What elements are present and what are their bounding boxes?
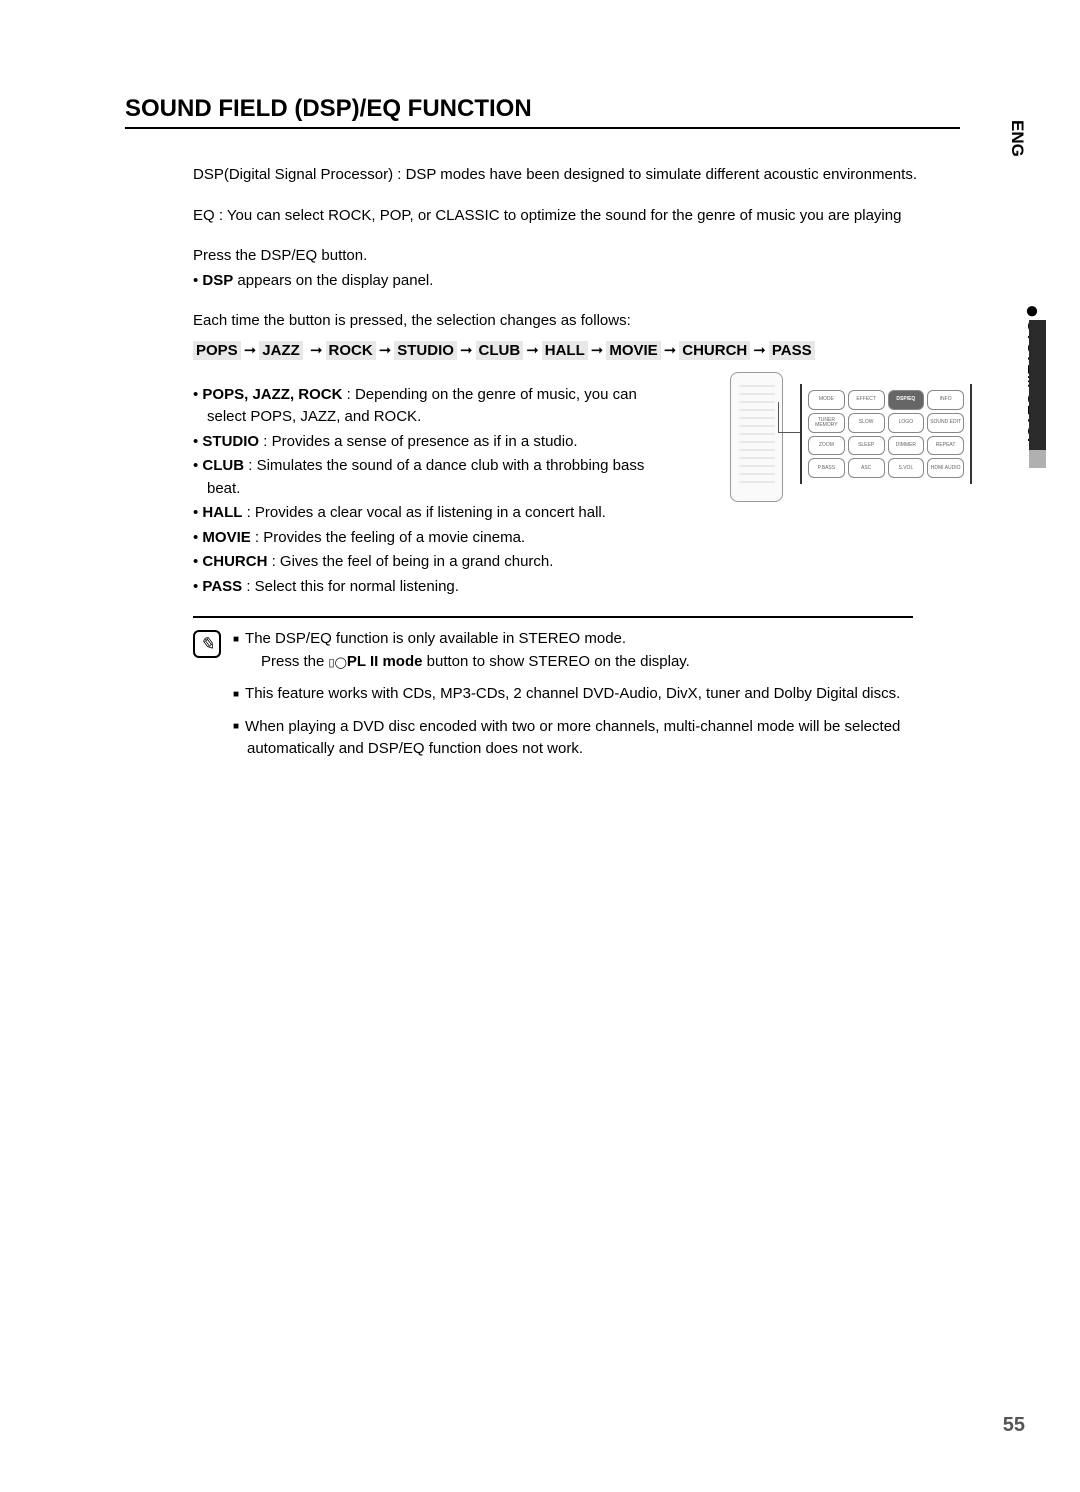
intro-dsp: DSP(Digital Signal Processor) : DSP mode…	[193, 164, 960, 187]
note-item: ■This feature works with CDs, MP3-CDs, 2…	[233, 683, 960, 706]
mode-item: • CHURCH : Gives the feel of being in a …	[193, 551, 673, 574]
press-instruction: Press the DSP/EQ button.	[193, 245, 960, 268]
mode-item: • MOVIE : Provides the feeling of a movi…	[193, 527, 673, 550]
note-item: ■When playing a DVD disc encoded with tw…	[233, 716, 960, 761]
note-icon: ✎	[193, 630, 221, 658]
panel-btn: ASC	[848, 458, 885, 478]
mode-item: • PASS : Select this for normal listenin…	[193, 576, 673, 599]
panel-btn: SOUND EDIT	[927, 413, 964, 433]
mode-item: • STUDIO : Provides a sense of presence …	[193, 431, 673, 454]
remote-diagram: MODE EFFECT DSP/EQ INFO TUNER MEMORY SLO…	[730, 372, 970, 502]
panel-btn: P.BASS	[808, 458, 845, 478]
remote-outline	[730, 372, 783, 502]
mode-item: • POPS, JAZZ, ROCK : Depending on the ge…	[193, 384, 673, 429]
each-time-text: Each time the button is pressed, the sel…	[193, 310, 960, 333]
panel-btn: SLEEP	[848, 436, 885, 456]
panel-btn: S.VOL	[888, 458, 925, 478]
mode-sequence: POPS➞JAZZ ➞ROCK➞STUDIO➞CLUB➞HALL➞MOVIE➞C…	[193, 341, 960, 359]
mode-item: • CLUB : Simulates the sound of a dance …	[193, 455, 673, 500]
panel-btn-highlight: DSP/EQ	[888, 390, 925, 410]
side-bar-light	[1029, 450, 1046, 468]
panel-btn: DIMMER	[888, 436, 925, 456]
panel-btn: TUNER MEMORY	[808, 413, 845, 433]
side-bar-dark	[1029, 320, 1046, 450]
panel-btn: INFO	[927, 390, 964, 410]
mode-item: • HALL : Provides a clear vocal as if li…	[193, 502, 673, 525]
panel-btn: HDMI AUDIO	[927, 458, 964, 478]
panel-btn: SLOW	[848, 413, 885, 433]
divider	[193, 616, 913, 618]
page-number: 55	[1003, 1414, 1025, 1437]
panel-btn: REPEAT	[927, 436, 964, 456]
intro-eq: EQ : You can select ROCK, POP, or CLASSI…	[193, 205, 960, 228]
remote-panel-zoom: MODE EFFECT DSP/EQ INFO TUNER MEMORY SLO…	[800, 384, 972, 484]
panel-btn: MODE	[808, 390, 845, 410]
dsp-appears: • DSP appears on the display panel.	[193, 270, 960, 293]
section-title: SOUND FIELD (DSP)/EQ FUNCTION	[125, 95, 960, 129]
note-item: ■The DSP/EQ function is only available i…	[233, 628, 960, 673]
panel-btn: ZOOM	[808, 436, 845, 456]
mode-list: • POPS, JAZZ, ROCK : Depending on the ge…	[193, 384, 673, 599]
panel-btn: LOGO	[888, 413, 925, 433]
language-label: ENG	[1007, 120, 1027, 157]
panel-btn: EFFECT	[848, 390, 885, 410]
note-section: ✎ ■The DSP/EQ function is only available…	[193, 628, 960, 771]
